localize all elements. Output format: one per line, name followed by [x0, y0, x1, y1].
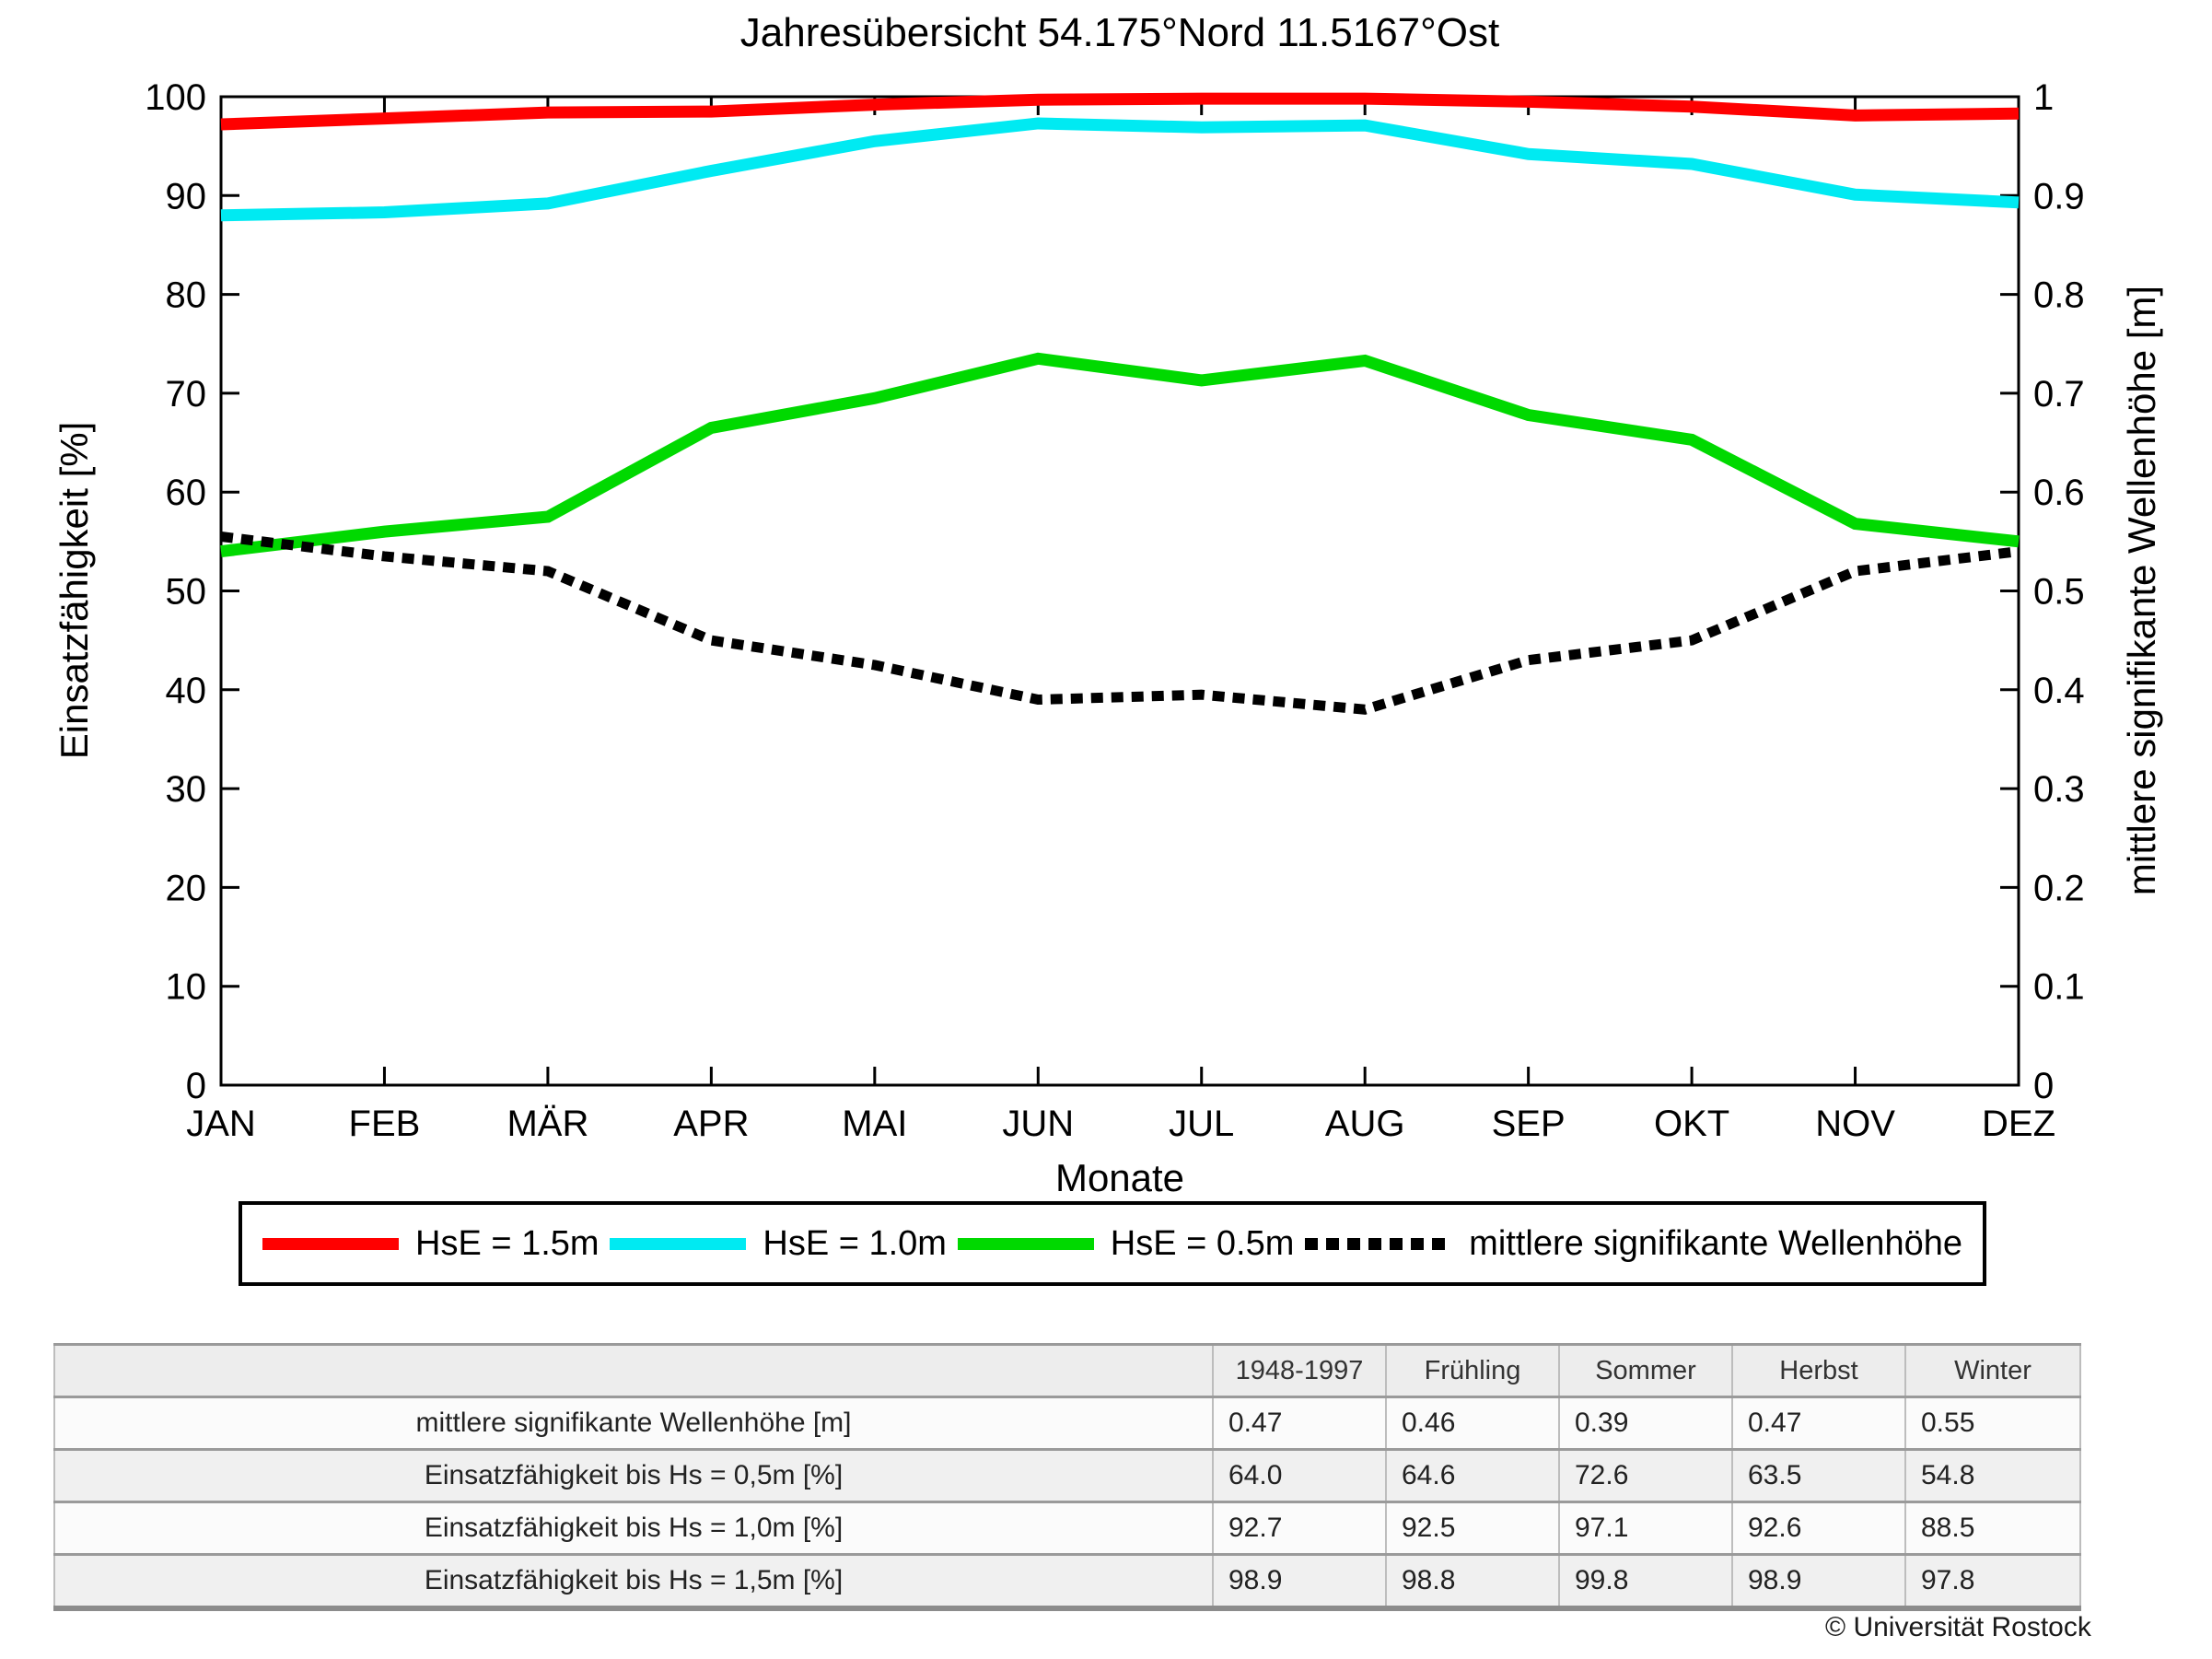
cell-value: 92.5: [1385, 1501, 1560, 1556]
cell-value: 64.0: [1212, 1448, 1387, 1503]
legend-line-sample-cyan: [610, 1237, 747, 1250]
left-y-tick-label: 70: [166, 374, 207, 415]
legend-label: HsE = 0.5m: [1110, 1223, 1295, 1263]
cell-value: 98.9: [1731, 1553, 1906, 1609]
x-tick-label: AUG: [1325, 1104, 1405, 1144]
right-y-tick-label: 0.8: [2033, 275, 2085, 316]
right-y-tick-label: 0.2: [2033, 868, 2085, 908]
left-y-tick-label: 0: [186, 1066, 206, 1106]
legend-label: mittlere signifikante Wellenhöhe: [1469, 1223, 1962, 1263]
cell-value: 63.5: [1731, 1448, 1906, 1503]
header-winter: Winter: [1904, 1343, 2081, 1398]
plot-area: JAN FEB MÄR APR MAI JUN JUL AUG SEP OKT NOV DEZ0102…: [145, 77, 2084, 1144]
table-row: Einsatzfähigkeit bis Hs = 1,5m [%] 98.9 …: [53, 1553, 2081, 1609]
row-label: Einsatzfähigkeit bis Hs = 1,0m [%]: [53, 1501, 1214, 1556]
left-y-tick-label: 100: [145, 77, 206, 118]
right-y-tick-label: 0: [2033, 1066, 2054, 1106]
right-y-tick-label: 0.5: [2033, 572, 2085, 613]
right-axis-title: mittlere signifikante Wellenhöhe [m]: [2120, 286, 2163, 895]
series-line-hse-1-5m: [220, 92, 2020, 131]
cell-value: 97.8: [1904, 1553, 2081, 1609]
right-y-tick-label: 0.3: [2033, 769, 2085, 810]
right-y-tick-label: 0.6: [2033, 473, 2085, 513]
left-y-tick-label: 10: [166, 967, 207, 1008]
right-y-tick-label: 0.4: [2033, 671, 2085, 711]
legend-item-hse-1-5m: HsE = 1.5m: [262, 1224, 600, 1264]
legend-line-sample-red: [262, 1237, 399, 1250]
cell-value: 0.46: [1385, 1396, 1560, 1451]
legend-item-hse-0-5m: HsE = 0.5m: [957, 1223, 1295, 1264]
left-y-tick-label: 20: [166, 868, 207, 908]
legend-item-hse-1-0m: HsE = 1.0m: [610, 1224, 947, 1264]
header-empty: [53, 1343, 1214, 1398]
cell-value: 92.6: [1731, 1501, 1906, 1556]
legend-label: HsE = 1.0m: [763, 1223, 947, 1263]
x-tick-label: FEB: [349, 1104, 421, 1144]
cell-value: 72.6: [1558, 1448, 1733, 1503]
x-tick-label: DEZ: [1982, 1104, 2055, 1144]
line-chart: Jahresübersicht 54.175°Nord 11.5167°Ost …: [52, 10, 2163, 1198]
chart-title: Jahresübersicht 54.175°Nord 11.5167°Ost: [740, 10, 1499, 55]
x-axis-title: Monate: [1055, 1156, 1184, 1198]
header-1948-1997: 1948-1997: [1212, 1343, 1387, 1398]
series-line-hse-1-0m: [220, 117, 2020, 222]
season-stats-table: 1948-1997 Frühling Sommer Herbst Winter …: [53, 1343, 2081, 1611]
x-tick-label: JAN: [186, 1104, 256, 1144]
right-y-tick-label: 0.7: [2033, 374, 2085, 415]
table-header-row: 1948-1997 Frühling Sommer Herbst Winter: [53, 1343, 2081, 1398]
table-row: mittlere signifikante Wellenhöhe [m] 0.4…: [53, 1396, 2081, 1451]
right-y-tick-label: 1: [2033, 77, 2054, 118]
cell-value: 92.7: [1212, 1501, 1387, 1556]
x-tick-label: JUN: [1002, 1104, 1074, 1144]
left-y-tick-label: 50: [166, 572, 207, 613]
cell-value: 97.1: [1558, 1501, 1733, 1556]
legend-item-mean-wave-height: mittlere signifikante Wellenhöhe: [1305, 1224, 1962, 1264]
x-tick-label: MAI: [842, 1104, 907, 1144]
x-tick-label: MÄR: [506, 1104, 588, 1144]
cell-value: 99.8: [1558, 1553, 1733, 1609]
x-tick-label: JUL: [1169, 1104, 1234, 1144]
left-axis-title: Einsatzfähigkeit [%]: [52, 422, 96, 760]
series-line-mittlere-signifikante-wellenh-he: [220, 532, 2020, 715]
cell-value: 0.47: [1212, 1396, 1387, 1451]
header-fruehling: Frühling: [1385, 1343, 1560, 1398]
table-row: Einsatzfähigkeit bis Hs = 1,0m [%] 92.7 …: [53, 1501, 2081, 1556]
copyright-note: © Universität Rostock: [1825, 1612, 2091, 1642]
cell-value: 88.5: [1904, 1501, 2081, 1556]
cell-value: 54.8: [1904, 1448, 2081, 1503]
chart-legend: HsE = 1.5m HsE = 1.0m HsE = 0.5m mittler…: [239, 1201, 1986, 1286]
left-y-tick-label: 40: [166, 671, 207, 711]
header-herbst: Herbst: [1731, 1343, 1906, 1398]
row-label: Einsatzfähigkeit bis Hs = 1,5m [%]: [53, 1553, 1214, 1609]
legend-line-sample-green: [957, 1237, 1094, 1250]
x-tick-label: NOV: [1815, 1104, 1895, 1144]
left-y-tick-label: 80: [166, 275, 207, 316]
cell-value: 0.39: [1558, 1396, 1733, 1451]
cell-value: 0.55: [1904, 1396, 2081, 1451]
plot-frame: [219, 95, 2020, 1087]
row-label: Einsatzfähigkeit bis Hs = 0,5m [%]: [53, 1448, 1214, 1503]
left-y-tick-label: 30: [166, 769, 207, 810]
right-y-tick-label: 0.1: [2033, 967, 2085, 1008]
cell-value: 0.47: [1731, 1396, 1906, 1451]
series-line-hse-0-5m: [220, 352, 2020, 558]
left-y-tick-label: 90: [166, 176, 207, 216]
cell-value: 98.9: [1212, 1553, 1387, 1609]
x-tick-label: OKT: [1654, 1104, 1729, 1144]
x-tick-label: APR: [673, 1104, 749, 1144]
legend-line-sample-dotted: [1305, 1237, 1453, 1250]
cell-value: 98.8: [1385, 1553, 1560, 1609]
right-y-tick-label: 0.9: [2033, 176, 2085, 216]
table-row: Einsatzfähigkeit bis Hs = 0,5m [%] 64.0 …: [53, 1448, 2081, 1503]
header-sommer: Sommer: [1558, 1343, 1733, 1398]
row-label: mittlere signifikante Wellenhöhe [m]: [53, 1396, 1214, 1451]
legend-label: HsE = 1.5m: [415, 1223, 600, 1263]
x-tick-label: SEP: [1492, 1104, 1566, 1144]
left-y-tick-label: 60: [166, 473, 207, 513]
cell-value: 64.6: [1385, 1448, 1560, 1503]
